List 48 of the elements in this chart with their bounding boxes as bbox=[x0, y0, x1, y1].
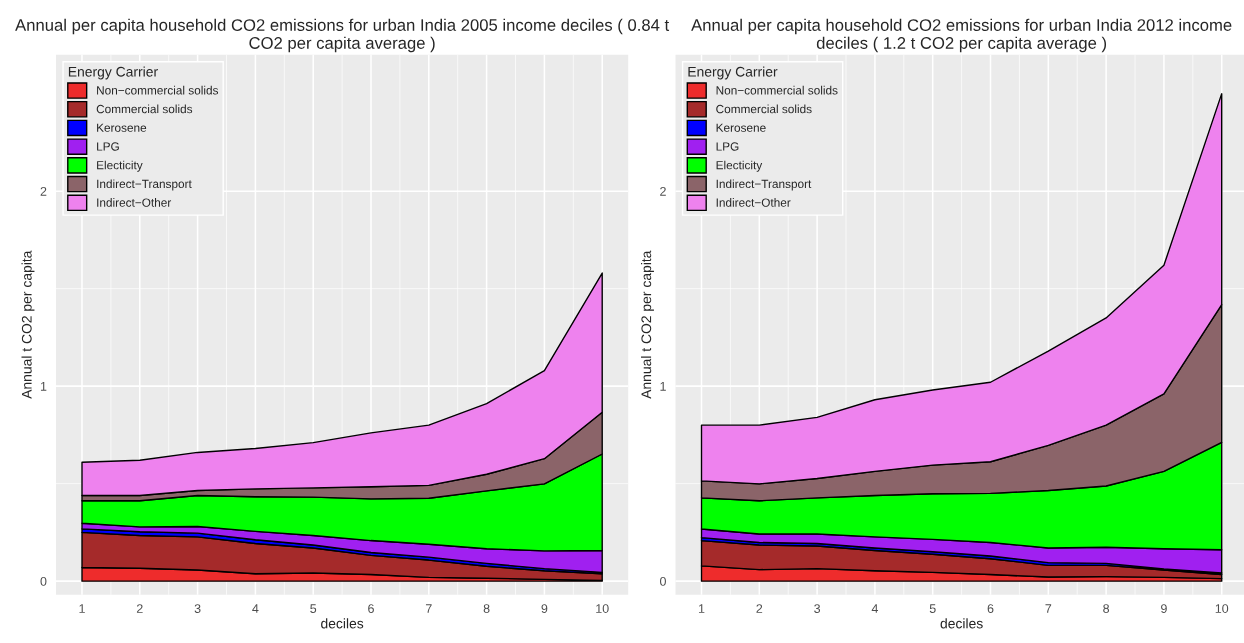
x-tick-label: 6 bbox=[987, 604, 994, 613]
x-tick-label: 5 bbox=[929, 604, 936, 613]
x-axis-title: deciles bbox=[321, 618, 364, 629]
legend-label: Commercial solids bbox=[716, 104, 812, 114]
legend-label: Non−commercial solids bbox=[716, 85, 838, 95]
legend-title: Energy Carrier bbox=[68, 66, 158, 80]
chart-title: Annual per capita household CO2 emissions for urban India 2005 income deciles ( 0.84 t CO2 per capita average ) bbox=[15, 18, 670, 53]
y-axis-title: Annual t CO2 per capita bbox=[641, 250, 654, 399]
legend-label: Kerosene bbox=[716, 123, 766, 132]
x-tick-label: 10 bbox=[596, 604, 609, 613]
x-tick-label: 3 bbox=[814, 604, 821, 613]
x-tick-label: 2 bbox=[756, 604, 763, 613]
x-tick-label: 1 bbox=[79, 604, 85, 613]
x-tick-label: 9 bbox=[541, 604, 548, 613]
y-tick-label: 2 bbox=[660, 186, 666, 196]
x-tick-label: 7 bbox=[1045, 604, 1052, 613]
x-axis-title: deciles bbox=[940, 618, 983, 629]
y-tick-label: 0 bbox=[40, 576, 47, 586]
legend-label: Commercial solids bbox=[96, 104, 193, 114]
x-tick-label: 1 bbox=[698, 604, 705, 613]
x-tick-label: 6 bbox=[368, 604, 374, 613]
legend-label: Indirect−Other bbox=[716, 198, 791, 207]
chart-title: Annual per capita household CO2 emissions for urban India 2012 income deciles ( 1.2 t CO2 per capita average ) bbox=[691, 18, 1232, 53]
legend-label: Kerosene bbox=[97, 123, 147, 132]
x-tick-label: 10 bbox=[1215, 604, 1229, 613]
legend-label: Indirect−Transport bbox=[716, 179, 812, 191]
x-tick-label: 9 bbox=[1161, 604, 1167, 613]
legend-label: Electicity bbox=[716, 160, 763, 172]
x-tick-label: 4 bbox=[252, 604, 259, 613]
legend-title: Energy Carrier bbox=[688, 66, 778, 80]
legend-label: Non−commercial solids bbox=[97, 85, 219, 95]
y-axis-title: Annual t CO2 per capita bbox=[21, 250, 35, 399]
y-tick-label: 2 bbox=[40, 186, 47, 196]
legend-label: Indirect−Transport bbox=[97, 179, 192, 191]
x-tick-label: 4 bbox=[871, 604, 879, 613]
y-tick-label: 1 bbox=[40, 382, 47, 391]
legend-label: LPG bbox=[97, 142, 119, 151]
x-tick-label: 7 bbox=[425, 604, 432, 613]
legend-label: Electicity bbox=[97, 160, 143, 172]
x-tick-label: 2 bbox=[136, 604, 143, 613]
legend-label: Indirect−Other bbox=[97, 198, 172, 207]
y-tick-label: 1 bbox=[660, 382, 666, 391]
x-tick-label: 5 bbox=[310, 604, 317, 613]
x-tick-label: 8 bbox=[1103, 604, 1110, 613]
x-tick-label: 8 bbox=[483, 604, 490, 613]
x-tick-label: 3 bbox=[194, 604, 201, 613]
legend-label: LPG bbox=[716, 142, 739, 151]
y-tick-label: 0 bbox=[660, 576, 666, 586]
